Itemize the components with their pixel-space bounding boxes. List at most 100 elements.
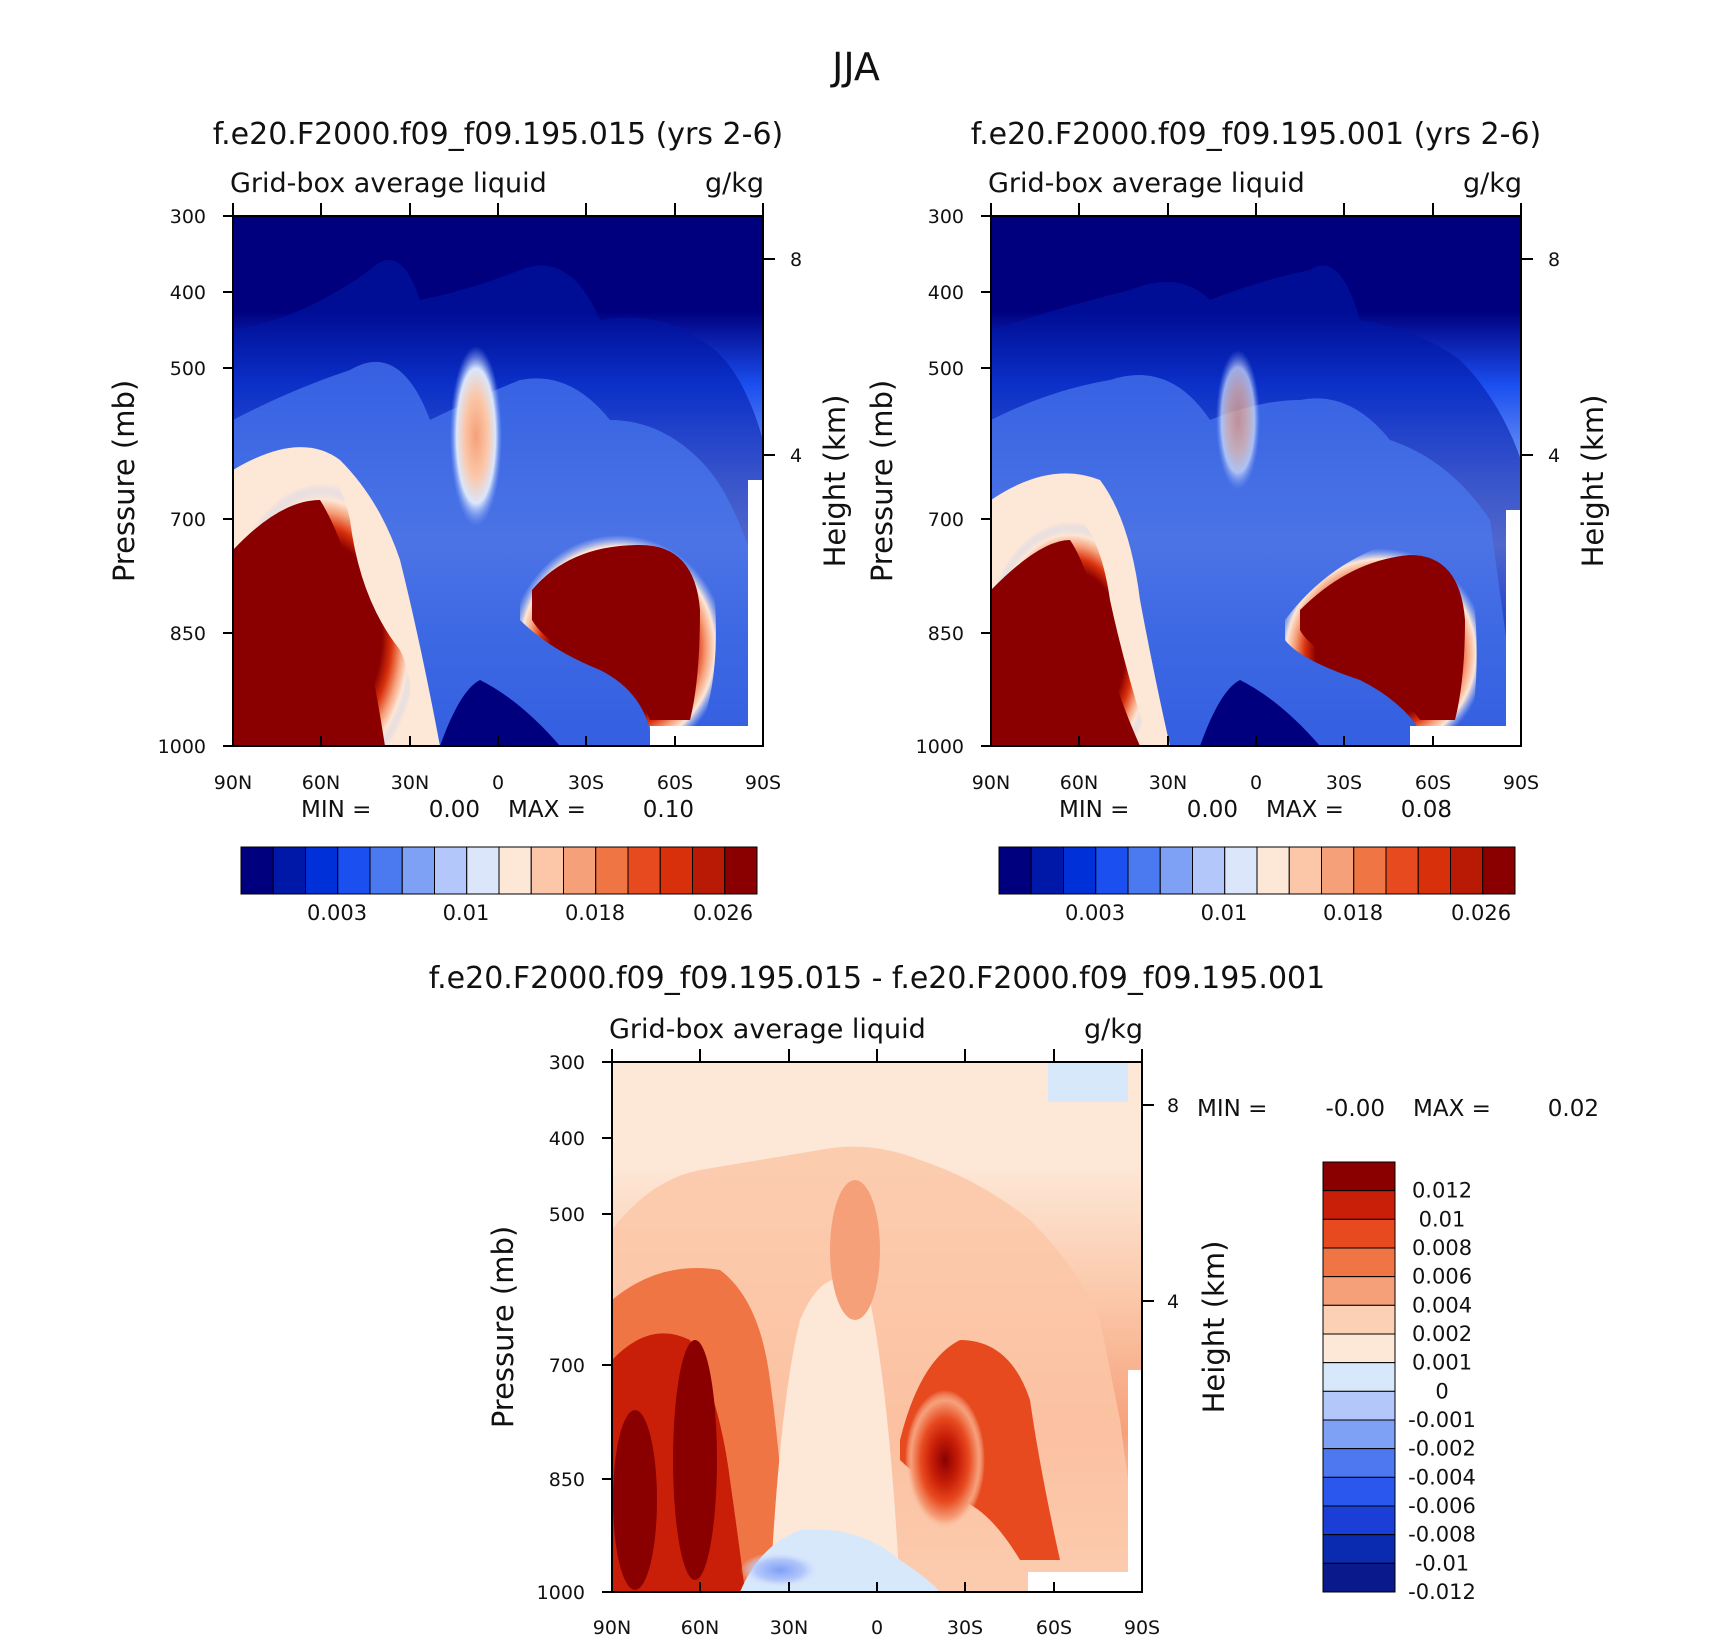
panel-a-units: g/kg	[705, 168, 764, 199]
panel-c-field	[612, 1062, 1142, 1592]
panel-c-cb-label: 0	[1435, 1379, 1448, 1403]
panel-b-xtick-60s: 60S	[1415, 772, 1451, 794]
panel-c-cb-label: -0.01	[1415, 1551, 1469, 1575]
panel-c-colorbar-swatch	[1322, 1476, 1396, 1507]
page-title: JJA	[830, 45, 880, 89]
panel-a-ytick-850: 850	[170, 623, 206, 645]
panel-c-xtick-90s: 90S	[1124, 1617, 1160, 1636]
panel-a-title: f.e20.F2000.f09_f09.195.015 (yrs 2-6)	[213, 117, 783, 152]
panel-b-height-8: 8	[1548, 249, 1560, 271]
panel-c-cb-label: 0.001	[1412, 1351, 1472, 1375]
panel-a-colorbar-swatch	[401, 846, 435, 895]
panel-b-xtick-90n: 90N	[972, 772, 1010, 794]
panel-b-ytick-300: 300	[928, 206, 964, 228]
panel-b-ylabel: Pressure (mb)	[865, 380, 899, 582]
panel-b-colorbar-swatch	[1063, 846, 1097, 895]
panel-a-ylabel2: Height (km)	[818, 395, 852, 568]
panel-c-cb-label: -0.004	[1408, 1465, 1476, 1489]
panel-c-height-8: 8	[1167, 1095, 1179, 1117]
panel-a-x-ticks: 90N 60N 30N 0 30S 60S 90S	[214, 772, 781, 794]
panel-c-colorbar-labels: 0.012 0.01 0.008 0.006 0.004 0.002 0.001 0 -0.00…	[1408, 1179, 1476, 1604]
panel-c-xtick-90n: 90N	[593, 1617, 631, 1636]
panel-a-tick-marks	[223, 203, 775, 747]
panel-c-units: g/kg	[1084, 1014, 1143, 1045]
panel-c-title: f.e20.F2000.f09_f09.195.015 - f.e20.F200…	[429, 961, 1325, 996]
panel-c-terrain	[1028, 1572, 1142, 1592]
panel-a-colorbar-swatch	[595, 846, 629, 895]
panel-a-max-label: MAX =	[508, 797, 586, 823]
panel-b-colorbar-labels: 0.003 0.01 0.018 0.026	[1065, 901, 1511, 925]
panel-b-field	[991, 216, 1521, 746]
panel-a-colorbar-swatch	[369, 846, 403, 895]
panel-c-cb-label: 0.012	[1412, 1179, 1472, 1203]
panel-b-tropical-max	[1216, 350, 1260, 490]
panel-a-y-ticks: 300 400 500 700 850 1000	[158, 206, 206, 758]
panel-b-min-value: 0.00	[1187, 797, 1238, 823]
panel-a-xtick-90n: 90N	[214, 772, 252, 794]
panel-c-colorbar-swatch	[1322, 1218, 1396, 1249]
panel-a-ytick-400: 400	[170, 282, 206, 304]
panel-a-colorbar-swatch	[563, 846, 597, 895]
panel-c-min-label: MIN =	[1197, 1096, 1267, 1122]
panel-b-colorbar-swatch	[1450, 846, 1484, 895]
panel-a-colorbar-swatch	[659, 846, 693, 895]
panel-a-colorbar-swatch	[724, 846, 758, 895]
panel-b-colorbar-swatch	[998, 846, 1032, 895]
panel-b-ytick-1000: 1000	[916, 736, 964, 758]
panel-a-xtick-90s: 90S	[745, 772, 781, 794]
panel-a-variable: Grid-box average liquid	[230, 168, 547, 199]
panel-a-ytick-300: 300	[170, 206, 206, 228]
panel-b-ytick-400: 400	[928, 282, 964, 304]
panel-b-terrain	[1410, 726, 1521, 746]
panel-c-upper-warm	[830, 1180, 880, 1320]
panel-a-dry-zone	[440, 680, 560, 746]
panel-c-nh-core	[673, 1340, 717, 1580]
panel-c-ytick-700: 700	[549, 1355, 585, 1377]
panel-b-colorbar-swatch	[1353, 846, 1387, 895]
panel-a-cb-label: 0.01	[443, 901, 490, 925]
panel-a-max-value: 0.10	[643, 797, 694, 823]
panel-a-ytick-700: 700	[170, 509, 206, 531]
panel-b-x-ticks: 90N 60N 30N 0 30S 60S 90S	[972, 772, 1539, 794]
panel-b-xtick-30n: 30N	[1149, 772, 1187, 794]
panel-c-colorbar-swatch	[1322, 1333, 1396, 1364]
panel-a-colorbar-swatch	[337, 846, 371, 895]
panel-b-sh-core	[1300, 555, 1465, 720]
panel-c-height-4: 4	[1167, 1291, 1179, 1313]
panel-c-cb-label: 0.006	[1412, 1265, 1472, 1289]
panel-a-terrain	[650, 726, 763, 746]
panel-c-colorbar-swatch	[1322, 1505, 1396, 1536]
panel-b-missing-edge	[1506, 510, 1521, 746]
panel-c-cb-label: -0.002	[1408, 1437, 1476, 1461]
panel-b-height-4: 4	[1548, 445, 1560, 467]
panel-a-field	[233, 216, 763, 746]
panel-c-missing-edge	[1128, 1370, 1142, 1592]
panel-a-cb-label: 0.003	[307, 901, 367, 925]
panel-b-colorbar-swatch	[1417, 846, 1451, 895]
panel-b: f.e20.F2000.f09_f09.195.001 (yrs 2-6) Gr…	[865, 117, 1610, 925]
panel-a-tropical-max	[450, 346, 502, 526]
panel-c-y-ticks: 300 400 500 700 850 1000	[537, 1052, 585, 1604]
panel-a-colorbar-swatch	[434, 846, 468, 895]
panel-c-colorbar-swatch	[1322, 1419, 1396, 1450]
panel-c-colorbar-swatch	[1322, 1562, 1396, 1593]
panel-b-ytick-700: 700	[928, 509, 964, 531]
panel-b-dry-zone	[1200, 680, 1320, 746]
panel-b-cb-label: 0.003	[1065, 901, 1125, 925]
panel-b-ylabel2: Height (km)	[1576, 395, 1610, 568]
panel-b-xtick-60n: 60N	[1060, 772, 1098, 794]
panel-c-ytick-850: 850	[549, 1469, 585, 1491]
panel-a-nh-core	[233, 500, 385, 746]
panel-b-xtick-30s: 30S	[1326, 772, 1362, 794]
panel-b-min-label: MIN =	[1059, 797, 1129, 823]
panel-c-nh-core-2	[613, 1410, 657, 1590]
panel-a-xtick-60s: 60S	[657, 772, 693, 794]
panel-a-colorbar-swatch	[305, 846, 339, 895]
panel-b-colorbar-swatch	[1030, 846, 1064, 895]
panel-a-min-value: 0.00	[429, 797, 480, 823]
panel-b-cb-label: 0.018	[1323, 901, 1383, 925]
panel-c-min-value: -0.00	[1325, 1096, 1385, 1122]
panel-c-cool-core	[740, 1552, 820, 1588]
panel-b-cb-label: 0.026	[1451, 901, 1511, 925]
panel-b-units: g/kg	[1463, 168, 1522, 199]
